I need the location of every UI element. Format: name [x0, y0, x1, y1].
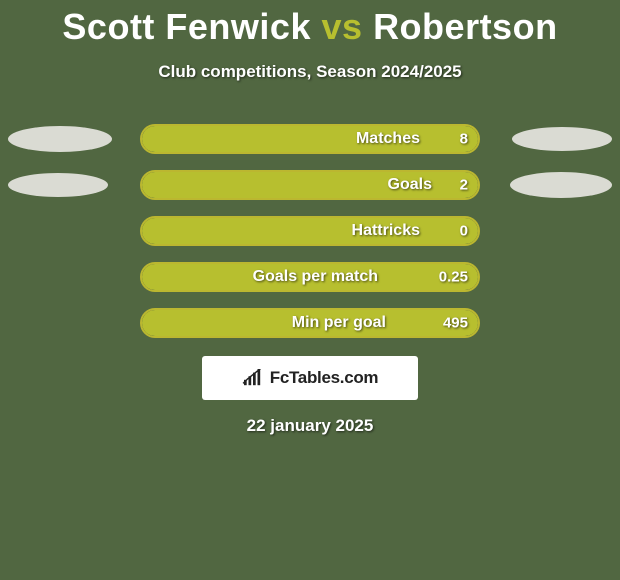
- stat-row: Min per goal 495: [0, 308, 620, 338]
- right-ellipse-icon: [510, 172, 612, 198]
- stat-label: Min per goal: [292, 314, 386, 332]
- stat-row: Matches 8: [0, 124, 620, 154]
- stat-value: 0: [460, 223, 468, 240]
- right-ellipse-icon: [512, 127, 612, 151]
- stat-value: 2: [460, 177, 468, 194]
- stat-bar-fill: [142, 126, 478, 152]
- date: 22 january 2025: [0, 416, 620, 436]
- stat-bar-fill: [142, 218, 478, 244]
- stat-bar: Hattricks 0: [140, 216, 480, 246]
- left-ellipse-icon: [8, 126, 112, 152]
- stat-value: 8: [460, 131, 468, 148]
- logo-text: FcTables.com: [270, 368, 379, 388]
- stat-label: Hattricks: [352, 222, 420, 240]
- stat-label: Matches: [356, 130, 420, 148]
- stat-label: Goals: [388, 176, 432, 194]
- subtitle: Club competitions, Season 2024/2025: [0, 62, 620, 82]
- stat-row: Hattricks 0: [0, 216, 620, 246]
- bar-chart-icon: [242, 369, 264, 387]
- stat-rows: Matches 8 Goals 2 Hattricks 0 Goals per match 0…: [0, 124, 620, 338]
- stat-row: Goals 2: [0, 170, 620, 200]
- stat-value: 495: [443, 315, 468, 332]
- stat-bar: Min per goal 495: [140, 308, 480, 338]
- vs-text: vs: [322, 6, 363, 47]
- player1-name: Scott Fenwick: [62, 6, 311, 47]
- stat-value: 0.25: [439, 269, 468, 286]
- left-ellipse-icon: [8, 173, 108, 197]
- stat-label: Goals per match: [253, 268, 378, 286]
- comparison-title: Scott Fenwick vs Robertson: [0, 0, 620, 48]
- stat-bar: Goals 2: [140, 170, 480, 200]
- stat-bar: Goals per match 0.25: [140, 262, 480, 292]
- stat-row: Goals per match 0.25: [0, 262, 620, 292]
- fctables-logo[interactable]: FcTables.com: [202, 356, 418, 400]
- player2-name: Robertson: [373, 6, 558, 47]
- stat-bar: Matches 8: [140, 124, 480, 154]
